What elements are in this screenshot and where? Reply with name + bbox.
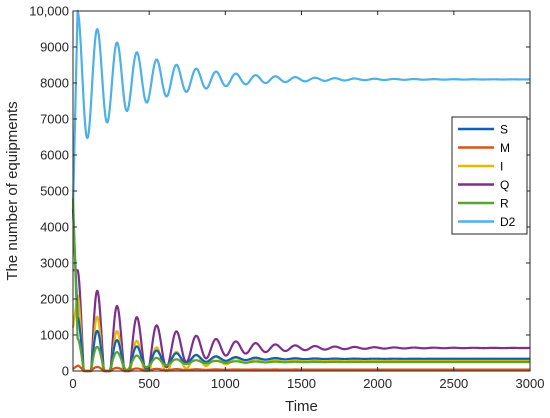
y-tick-label: 4000	[40, 220, 69, 235]
y-tick-label: 5000	[40, 184, 69, 199]
y-tick-label: 3000	[40, 256, 69, 271]
x-tick-label: 1500	[287, 376, 316, 391]
x-axis-label: Time	[285, 398, 318, 415]
y-tick-label: 10,000	[29, 4, 69, 19]
x-tick-label: 1000	[211, 376, 240, 391]
legend-label-s: S	[500, 123, 508, 137]
series-line-r	[71, 198, 531, 373]
legend-label-q: Q	[500, 178, 509, 192]
legend-label-m: M	[500, 141, 510, 155]
y-tick-label: 2000	[40, 292, 69, 307]
y-tick-label: 6000	[40, 148, 69, 163]
series-line-d2	[71, 9, 531, 210]
legend-label-i: I	[500, 160, 503, 174]
y-tick-label: 8000	[40, 76, 69, 91]
x-tick-label: 2000	[363, 376, 392, 391]
y-tick-label: 1000	[40, 328, 69, 343]
legend-box	[451, 116, 528, 235]
y-axis-ticks: 0 1000 2000 3000 4000 5000 6000 7000 8000 9000 10,…	[29, 4, 530, 379]
x-tick-label: 3000	[516, 376, 545, 391]
legend-label-d2: D2	[500, 215, 516, 229]
x-tick-label: 500	[138, 376, 160, 391]
y-axis-label: The number of equipments	[4, 101, 21, 280]
legend-label-r: R	[500, 197, 509, 211]
x-tick-label: 0	[69, 376, 76, 391]
y-tick-label: 9000	[40, 40, 69, 55]
x-tick-label: 2500	[439, 376, 468, 391]
y-tick-label: 7000	[40, 112, 69, 127]
y-tick-label: 0	[62, 364, 69, 379]
x-axis-ticks: 0 500 1000 1500 2000 2500 3000	[69, 11, 544, 391]
